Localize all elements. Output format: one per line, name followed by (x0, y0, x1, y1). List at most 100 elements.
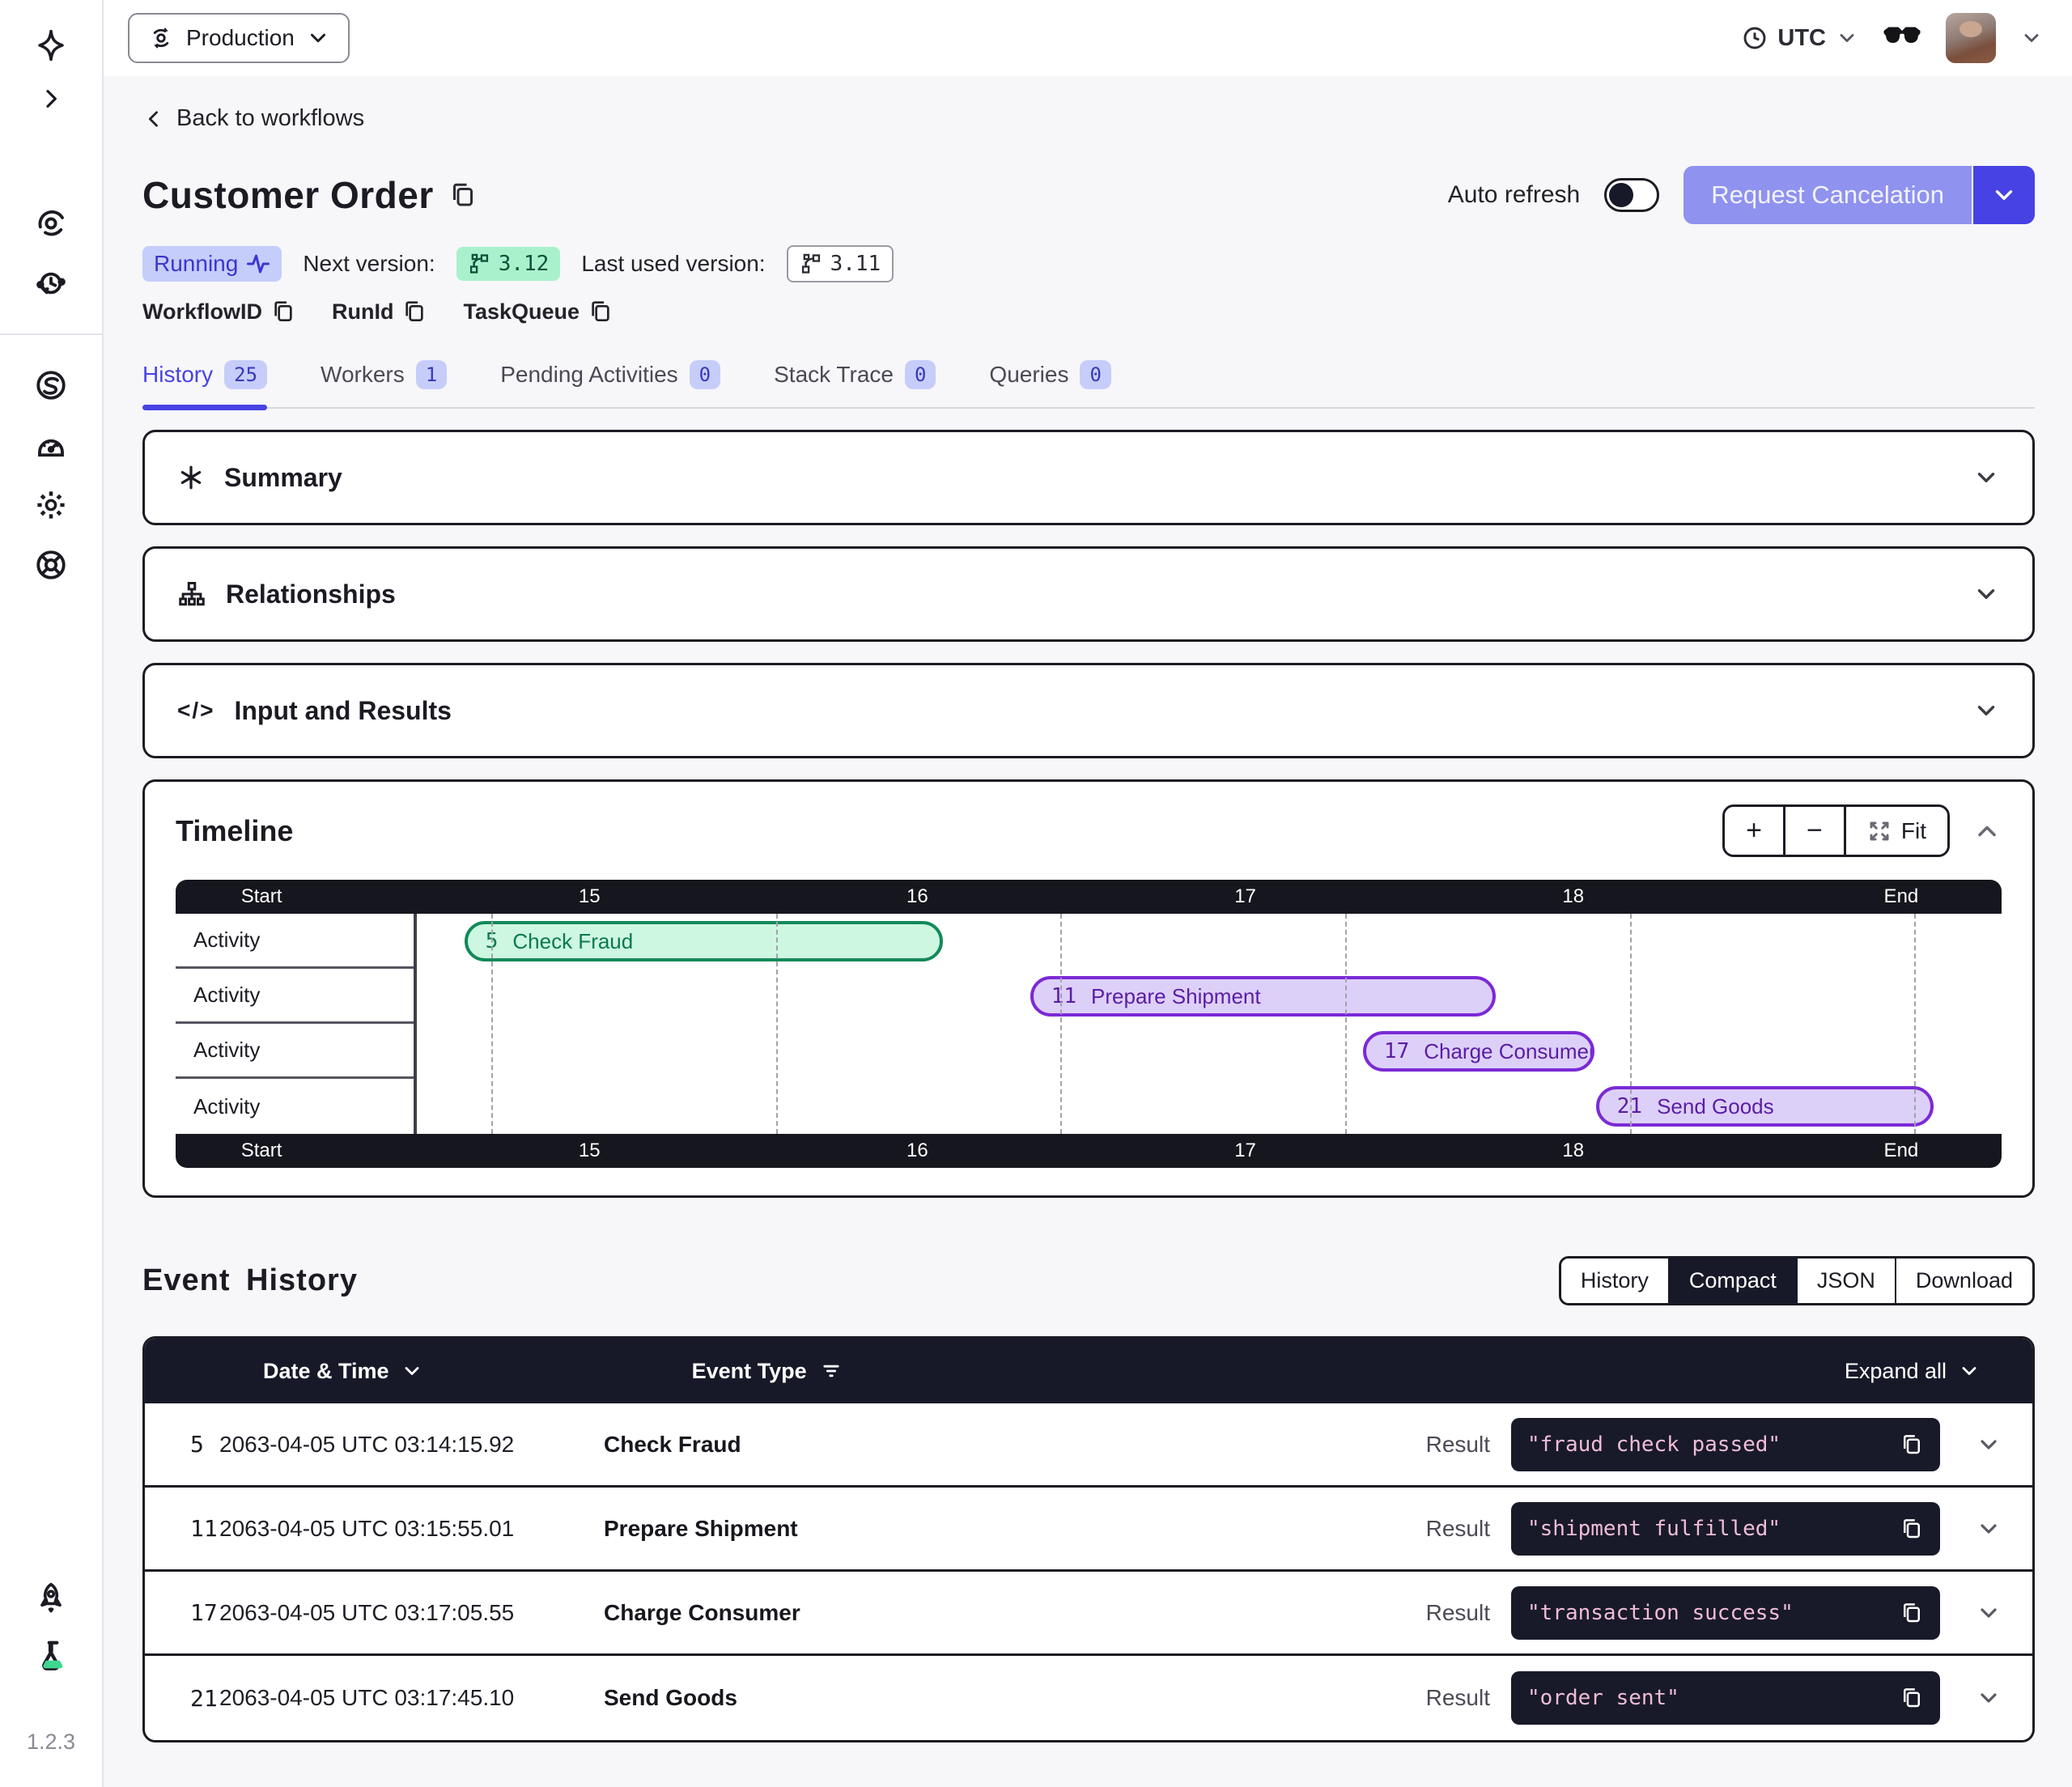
back-to-workflows-link[interactable]: Back to workflows (142, 105, 2035, 132)
result-value: "shipment fulfilled" (1511, 1501, 1940, 1556)
tab-pending-activities[interactable]: Pending Activities 0 (500, 360, 721, 407)
view-json-button[interactable]: JSON (1795, 1259, 1895, 1303)
tab-history[interactable]: History 25 (142, 360, 268, 410)
workflow-id-copy[interactable]: WorkflowID (142, 299, 296, 325)
timeline-bar[interactable]: 11 Prepare Shipment (1030, 976, 1497, 1017)
workflows-icon[interactable] (30, 202, 72, 244)
run-id-copy[interactable]: RunId (332, 299, 427, 325)
back-label: Back to workflows (176, 105, 365, 131)
namespace-selector[interactable]: Production (128, 13, 350, 63)
task-queue-copy[interactable]: TaskQueue (463, 299, 614, 325)
zoom-out-button[interactable]: − (1783, 807, 1844, 855)
expand-all-button[interactable]: Expand all (1845, 1359, 1981, 1384)
chevron-down-icon (401, 1360, 423, 1382)
input-results-accordion[interactable]: </> Input and Results (142, 663, 2035, 758)
col-date-time[interactable]: Date & Time (263, 1359, 423, 1384)
cancelation-menu-button[interactable] (1972, 166, 2035, 224)
tab-count: 0 (904, 360, 936, 389)
schedules-icon[interactable] (30, 262, 72, 304)
row-label: Activity (176, 914, 414, 969)
row-label: Activity (176, 1079, 414, 1134)
event-row[interactable]: 5 2063-04-05 UTC 03:14:15.92 Check Fraud… (145, 1403, 2032, 1488)
tab-workers[interactable]: Workers 1 (321, 360, 448, 407)
tab-stack-trace[interactable]: Stack Trace 0 (774, 360, 936, 407)
copy-icon[interactable] (1900, 1517, 1924, 1541)
chevron-down-icon[interactable] (1976, 1432, 2002, 1458)
copy-icon (401, 299, 427, 325)
result-value: "transaction success" (1511, 1585, 1940, 1640)
chevron-down-icon[interactable] (2020, 27, 2043, 49)
download-button[interactable]: Download (1894, 1259, 2032, 1303)
sidebar-divider (0, 333, 103, 335)
timeline-grid: 5 Check Fraud 11 Prepare Shipment 17 Charge… (417, 914, 2002, 1134)
timeline-row-labels: Activity Activity Activity Activity (176, 914, 417, 1134)
chevron-down-icon (1972, 697, 2000, 724)
temporal-logo-icon[interactable] (30, 24, 72, 66)
collapse-chevron-icon[interactable] (1972, 817, 2002, 846)
event-type: Check Fraud (604, 1431, 741, 1457)
fit-button[interactable]: Fit (1843, 807, 1947, 855)
copy-icon (588, 299, 614, 325)
timeline-bar[interactable]: 21 Send Goods (1595, 1086, 1934, 1127)
copy-icon[interactable] (1900, 1433, 1924, 1457)
timeline-bar[interactable]: 5 Check Fraud (464, 921, 944, 961)
timeline-tick: 17 (1234, 885, 1256, 907)
view-compact-button[interactable]: Compact (1667, 1259, 1796, 1303)
event-row[interactable]: 21 2063-04-05 UTC 03:17:45.10 Send Goods… (145, 1656, 2032, 1740)
timeline-tick: 18 (1562, 885, 1585, 907)
chevron-down-icon[interactable] (1976, 1516, 2002, 1542)
labs-flask-icon[interactable] (30, 1636, 72, 1678)
app-version: 1.2.3 (26, 1730, 76, 1754)
accordion-title: Relationships (226, 579, 396, 609)
timeline-tick: 16 (906, 885, 928, 907)
timeline-bar[interactable]: 17 Charge Consumer (1362, 1031, 1594, 1072)
event-type: Prepare Shipment (604, 1515, 798, 1541)
event-type: Charge Consumer (604, 1599, 800, 1625)
timeline-tick: 15 (578, 1140, 601, 1161)
request-cancelation-button[interactable]: Request Cancelation (1684, 166, 1972, 224)
tab-count: 1 (415, 360, 448, 389)
table-header: Date & Time Event Type Expand all (145, 1339, 2032, 1403)
copy-icon[interactable] (448, 180, 478, 210)
timeline-tick: 16 (906, 1140, 928, 1161)
copy-icon[interactable] (1900, 1601, 1924, 1625)
support-lifebuoy-icon[interactable] (30, 544, 72, 586)
timezone-label: UTC (1777, 24, 1826, 51)
event-id: 5 (190, 1431, 204, 1458)
row-label: Activity (176, 1024, 414, 1079)
tab-count: 0 (689, 360, 721, 389)
timezone-selector[interactable]: UTC (1742, 25, 1858, 52)
auto-refresh-toggle[interactable] (1604, 178, 1660, 212)
summary-accordion[interactable]: Summary (142, 430, 2035, 525)
view-history-button[interactable]: History (1560, 1259, 1668, 1303)
timeline-ruler-bottom: Start 15 16 17 18 End (176, 1134, 2002, 1168)
chevron-left-icon (142, 108, 165, 130)
result-label: Result (1425, 1599, 1490, 1625)
code-icon: </> (177, 698, 215, 723)
glasses-icon[interactable] (1883, 25, 1921, 51)
chevron-down-icon[interactable] (1976, 1600, 2002, 1626)
chevron-down-icon (1972, 464, 2000, 491)
usage-gauge-icon[interactable] (30, 424, 72, 466)
hierarchy-icon (177, 579, 206, 609)
sidebar-expand-icon[interactable] (30, 78, 72, 120)
col-event-type[interactable]: Event Type (692, 1359, 843, 1384)
relationships-accordion[interactable]: Relationships (142, 546, 2035, 642)
avatar[interactable] (1946, 13, 1996, 63)
event-time: 2063-04-05 UTC 03:17:45.10 (219, 1685, 515, 1710)
tab-queries[interactable]: Queries 0 (989, 360, 1111, 407)
result-label: Result (1425, 1431, 1490, 1457)
nexus-icon[interactable] (30, 364, 72, 406)
event-time: 2063-04-05 UTC 03:17:05.55 (219, 1599, 515, 1625)
auto-refresh-label: Auto refresh (1447, 181, 1581, 208)
zoom-in-button[interactable]: + (1725, 807, 1784, 855)
event-row[interactable]: 17 2063-04-05 UTC 03:17:05.55 Charge Con… (145, 1572, 2032, 1656)
toggle-knob (1609, 183, 1634, 207)
settings-gear-icon[interactable] (30, 484, 72, 526)
rocket-icon[interactable] (30, 1577, 72, 1619)
event-row[interactable]: 11 2063-04-05 UTC 03:15:55.01 Prepare Sh… (145, 1488, 2032, 1572)
copy-icon[interactable] (1900, 1686, 1924, 1710)
next-version-badge: 3.12 (456, 247, 561, 281)
chevron-down-icon[interactable] (1976, 1685, 2002, 1711)
